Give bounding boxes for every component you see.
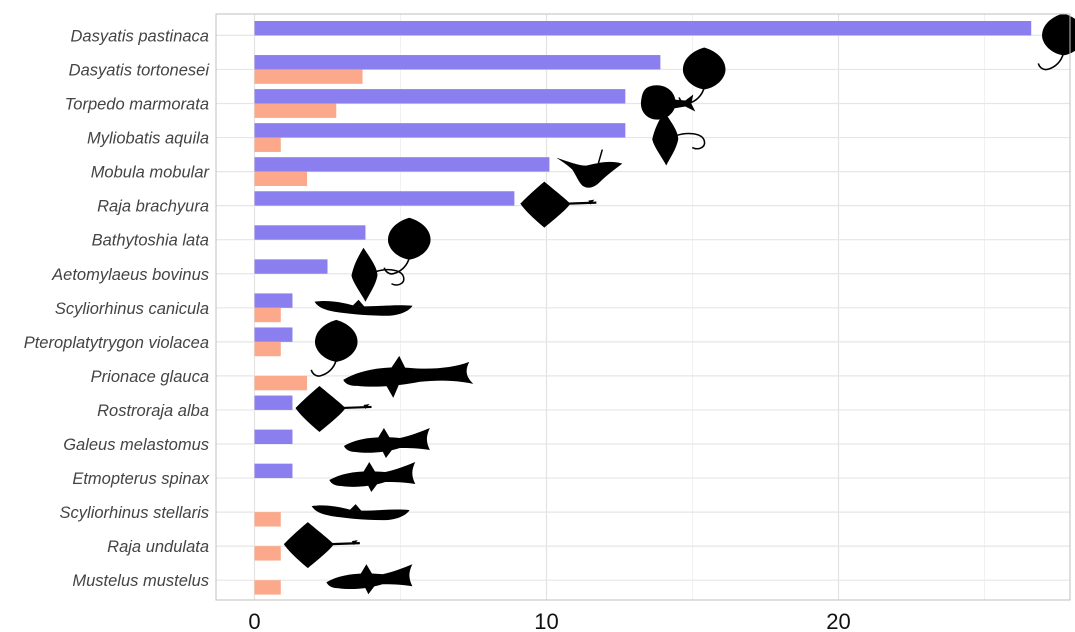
shark-silhouette-icon — [343, 428, 430, 458]
y-tick-label: Scyliorhinus stellaris — [60, 504, 209, 522]
skate-silhouette-icon — [294, 384, 373, 434]
bar-series-1 — [254, 55, 661, 70]
bar-series-1 — [254, 327, 293, 342]
y-tick-label: Mustelus mustelus — [72, 572, 209, 590]
y-tick-label: Raja brachyura — [97, 198, 209, 216]
x-tick-label: 10 — [534, 609, 558, 632]
bar-series-2 — [254, 580, 281, 595]
y-tick-label: Etmopterus spinax — [72, 470, 209, 488]
bar-series-2 — [254, 546, 281, 561]
shark-silhouette-icon — [329, 462, 416, 493]
bar-series-1 — [254, 225, 366, 240]
shark-silhouette-icon — [326, 564, 413, 595]
bar-series-1 — [254, 123, 626, 138]
y-tick-label: Raja undulata — [107, 538, 209, 556]
eagle-ray-silhouette-icon — [350, 247, 405, 303]
y-tick-label: Dasyatis pastinaca — [71, 27, 210, 45]
bar-series-2 — [254, 171, 308, 186]
y-tick-label: Aetomylaeus bovinus — [51, 266, 209, 284]
y-tick-label: Pteroplatytrygon violacea — [24, 334, 209, 352]
bar-series-2 — [254, 103, 337, 118]
bar-series-2 — [254, 512, 281, 527]
manta-ray-silhouette-icon — [555, 148, 624, 189]
y-tick-label: Dasyatis tortonesei — [69, 61, 211, 79]
y-tick-label: Galeus melastomus — [63, 436, 209, 454]
torpedo-ray-silhouette-icon — [640, 85, 696, 120]
bar-series-2 — [254, 69, 363, 84]
y-tick-label: Mobula mobular — [91, 164, 211, 182]
y-tick-label: Rostroraja alba — [97, 402, 209, 420]
catshark-silhouette-icon — [311, 504, 410, 521]
bar-series-2 — [254, 375, 308, 391]
bar-series-1 — [254, 395, 293, 410]
x-tick-label: 0 — [248, 609, 260, 632]
plot-border — [215, 13, 1071, 601]
skate-silhouette-icon — [282, 521, 361, 570]
bar-series-2 — [254, 137, 281, 152]
bar-series-1 — [254, 21, 1032, 36]
y-tick-label: Torpedo marmorata — [65, 96, 209, 114]
stingray-silhouette-icon — [383, 216, 432, 275]
bar-series-1 — [254, 293, 293, 308]
stingray-silhouette-icon — [678, 46, 727, 105]
y-tick-label: Myliobatis aquila — [87, 130, 209, 148]
bar-series-1 — [254, 463, 293, 479]
y-tick-label: Scyliorhinus canicula — [55, 300, 209, 318]
stingray-silhouette-icon — [310, 319, 359, 377]
bar-series-1 — [254, 259, 328, 274]
bar-series-1 — [254, 89, 626, 104]
eagle-ray-silhouette-icon — [651, 110, 706, 167]
y-tick-label: Bathytoshia lata — [92, 232, 209, 250]
x-tick-label: 20 — [826, 609, 850, 632]
bar-series-2 — [254, 341, 281, 357]
bar-series-2 — [254, 307, 281, 323]
y-tick-label: Prionace glauca — [91, 368, 209, 386]
blue-shark-silhouette-icon — [343, 355, 474, 398]
skate-silhouette-icon — [519, 180, 598, 229]
bar-series-1 — [254, 191, 515, 206]
bar-series-1 — [254, 429, 293, 444]
catshark-silhouette-icon — [314, 299, 413, 316]
bar-series-1 — [254, 157, 550, 172]
